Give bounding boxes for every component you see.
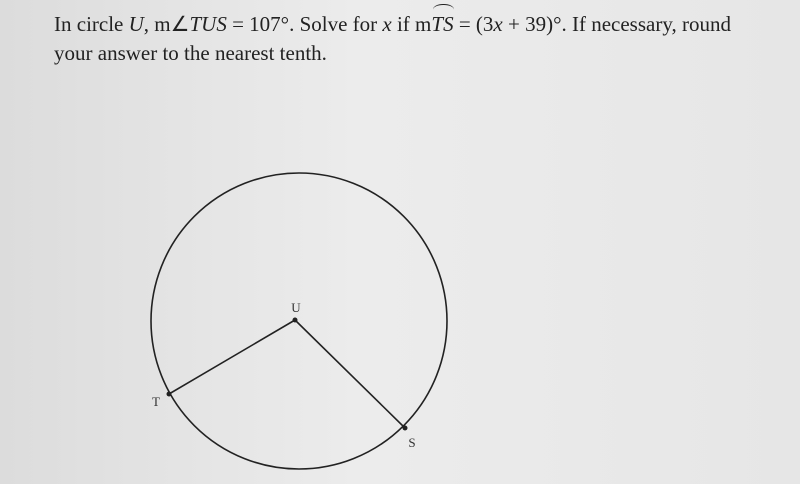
text: , m∠ bbox=[143, 12, 190, 36]
arc-name: TS bbox=[431, 4, 454, 39]
radius-ut bbox=[168, 319, 296, 395]
variable: U bbox=[128, 12, 144, 36]
text: + 39)°. If necessary, round your answer … bbox=[54, 12, 731, 65]
text: = 107°. Solve for bbox=[226, 12, 383, 36]
text: if m bbox=[391, 12, 432, 36]
variable: x bbox=[493, 12, 503, 36]
point-s bbox=[402, 425, 408, 431]
label-s: S bbox=[408, 435, 415, 450]
text: = (3 bbox=[453, 12, 494, 36]
question-text: In circle U, m∠TUS = 107°. Solve for x i… bbox=[54, 4, 774, 68]
text: In circle bbox=[54, 12, 129, 36]
variable: x bbox=[382, 12, 392, 36]
label-u: U bbox=[291, 300, 301, 315]
point-u bbox=[292, 317, 298, 323]
circle bbox=[150, 172, 448, 470]
point-t bbox=[166, 391, 172, 397]
variable: TUS bbox=[189, 12, 227, 36]
label-t: T bbox=[152, 394, 160, 409]
radius-us bbox=[294, 319, 406, 429]
